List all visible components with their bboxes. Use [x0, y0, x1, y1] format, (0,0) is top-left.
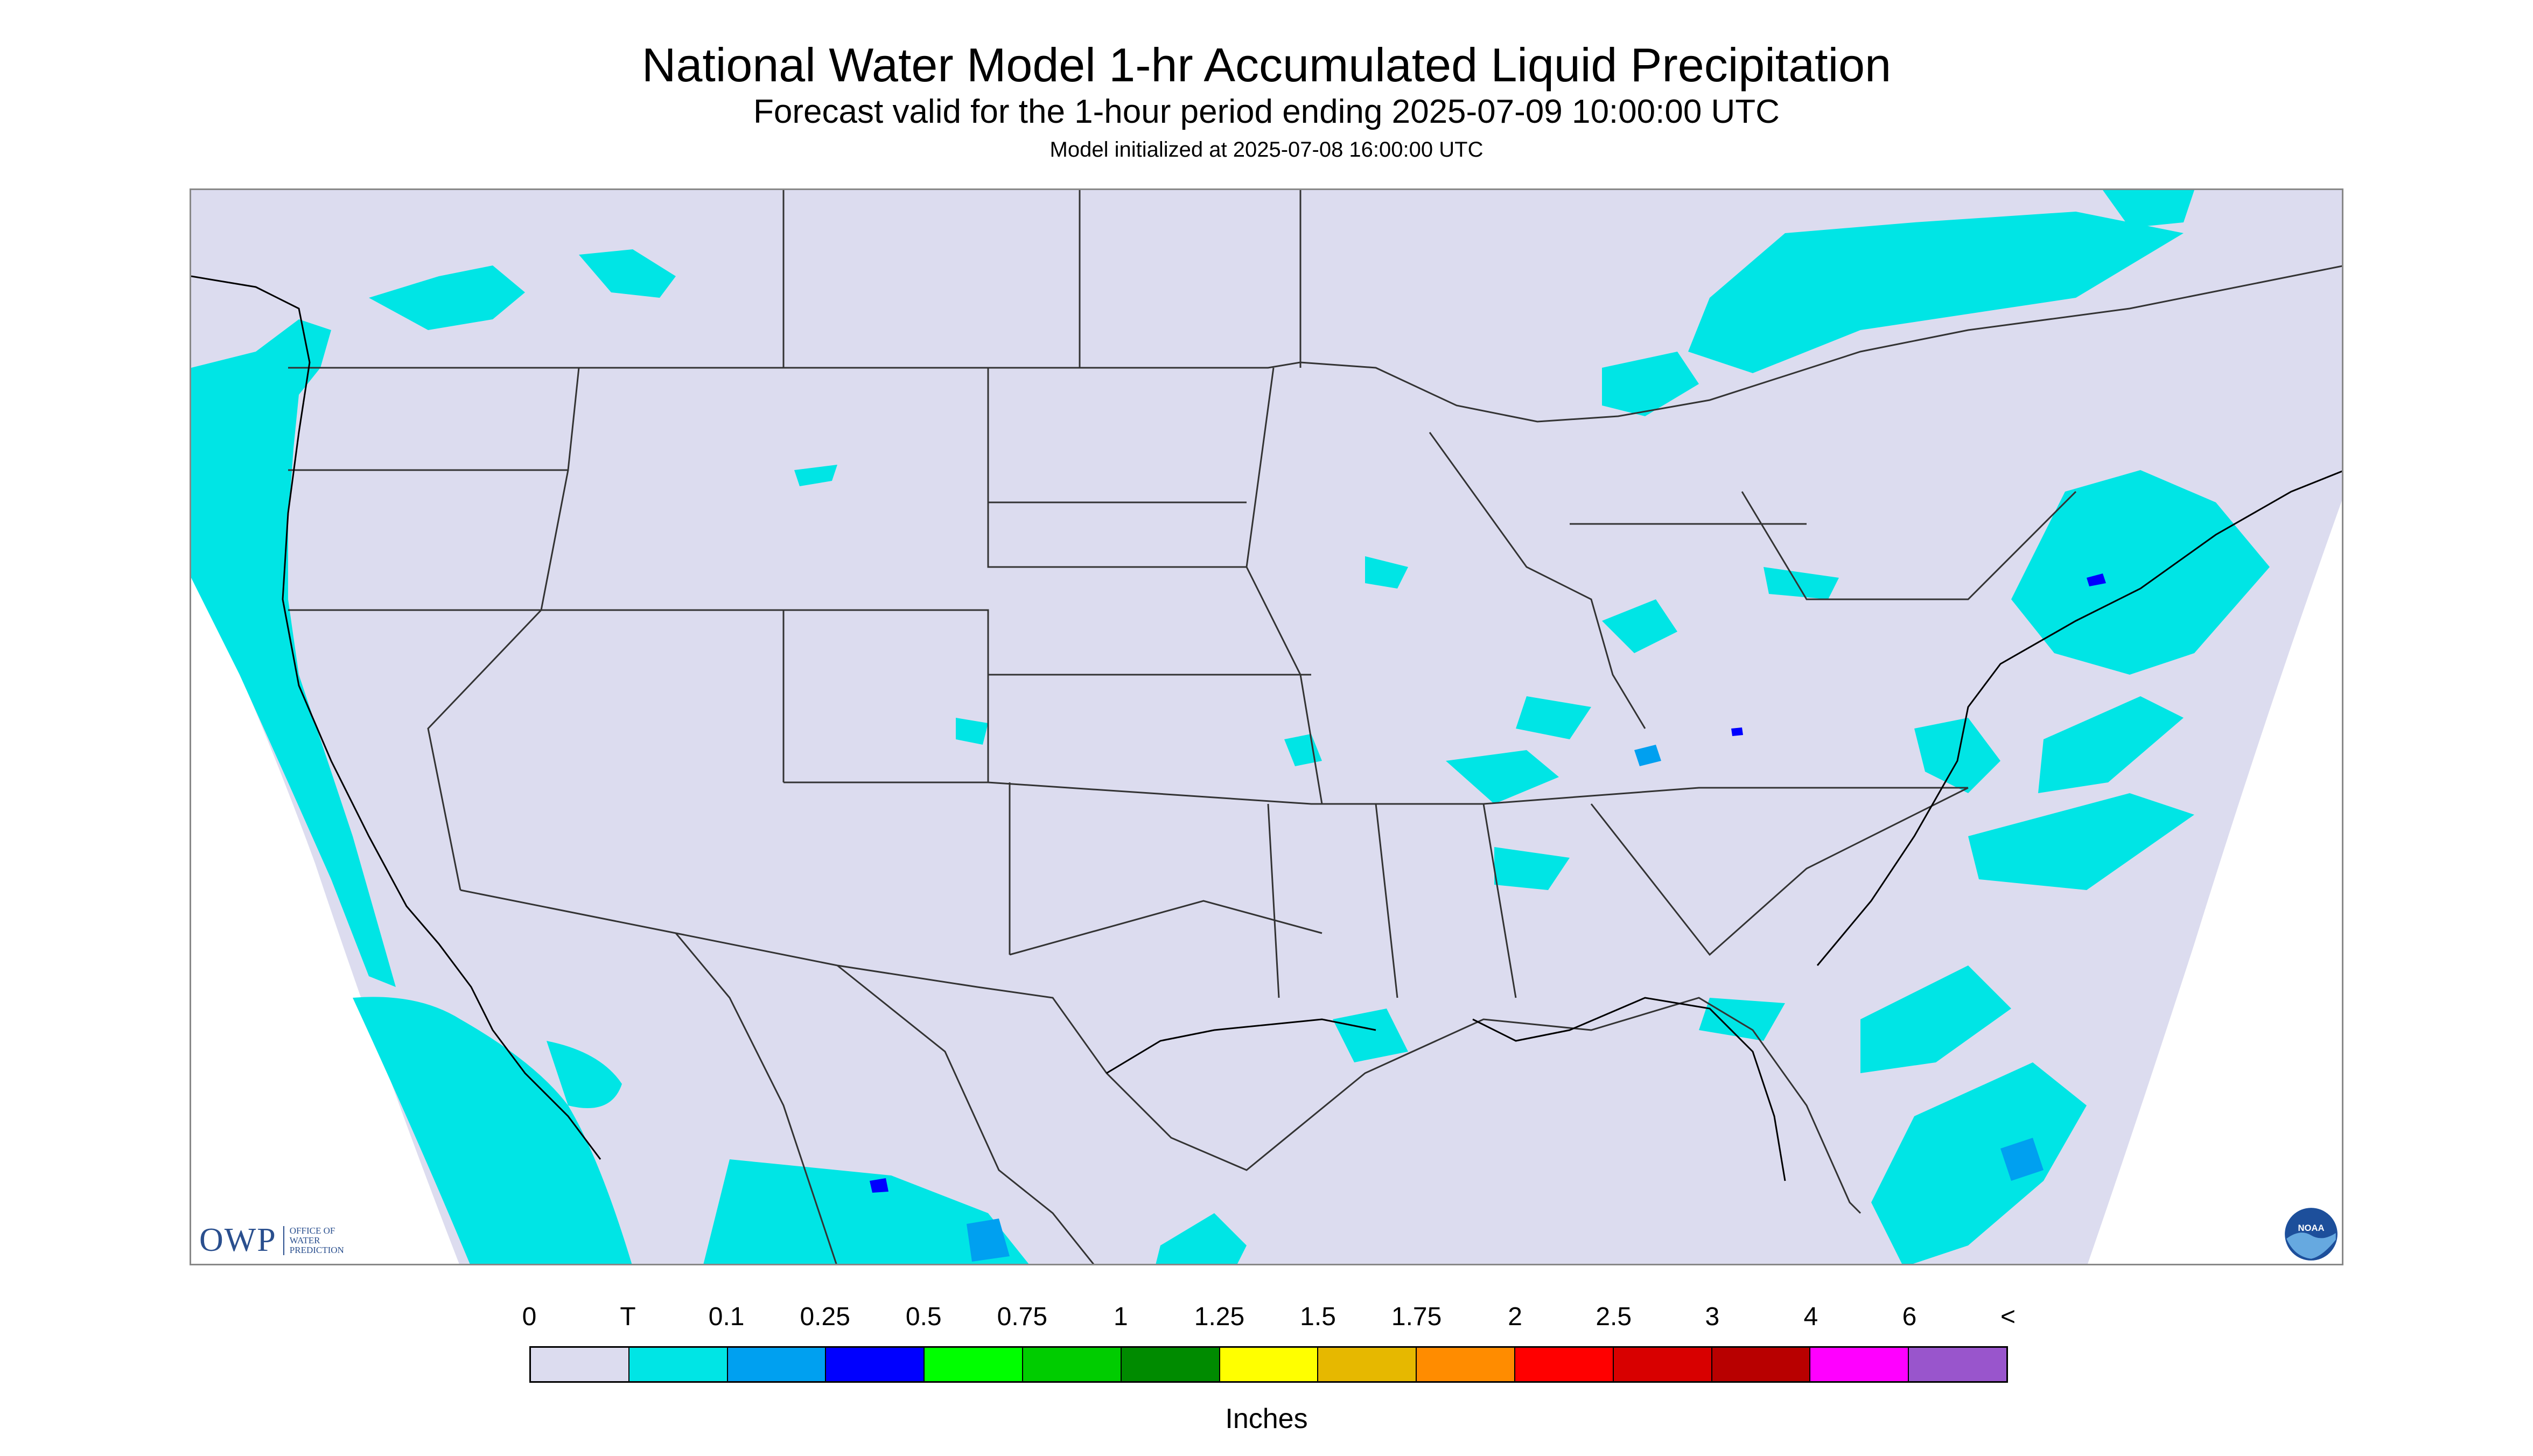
map-title: National Water Model 1-hr Accumulated Li…	[641, 38, 1892, 92]
legend-tick-label: 1	[1114, 1303, 1128, 1331]
legend-tick-label: <	[2000, 1303, 2016, 1331]
map-svg	[191, 190, 2342, 1264]
legend-swatch	[1220, 1348, 1319, 1381]
legend-swatch	[1810, 1348, 1909, 1381]
map-subtitle: Forecast valid for the 1-hour period end…	[753, 93, 1780, 130]
legend-labels: 0 T 0.1 0.25 0.5 0.75 1 1.25 1.5 1.75 2 2.5 3 4 6 <	[522, 1302, 2016, 1334]
legend-tick-label: 1.25	[1194, 1303, 1245, 1331]
model-init-line: Model initialized at 2025-07-08 16:00:00…	[1049, 138, 1484, 162]
legend-tick-label: 6	[1902, 1303, 1917, 1331]
legend-swatch	[1121, 1348, 1220, 1381]
color-legend	[529, 1346, 2008, 1383]
legend-units: Inches	[1225, 1403, 1308, 1434]
legend-swatch	[1909, 1348, 2006, 1381]
legend-swatch	[1613, 1348, 1712, 1381]
noaa-logo-text: NOAA	[2298, 1223, 2325, 1233]
legend-swatch	[1318, 1348, 1417, 1381]
map-domain	[191, 190, 2342, 1264]
moderate-precip-areas	[870, 573, 2106, 1193]
light-precip-areas	[967, 745, 2044, 1262]
legend-tick-label: 0.75	[997, 1303, 1048, 1331]
legend-tick-label: 1.75	[1391, 1303, 1442, 1331]
legend-tick-label: T	[620, 1303, 636, 1331]
legend-swatch	[1417, 1348, 1515, 1381]
legend-tick-label: 0	[522, 1303, 537, 1331]
trace-precip-areas	[191, 190, 2270, 1264]
legend-swatch	[1712, 1348, 1811, 1381]
noaa-logo: NOAA	[2284, 1207, 2339, 1262]
political-borders	[288, 190, 2342, 1264]
legend-swatch	[629, 1348, 728, 1381]
legend-swatch	[925, 1348, 1023, 1381]
legend-tick-label: 2.5	[1596, 1303, 1632, 1331]
legend-tick-label: 0.1	[708, 1303, 745, 1331]
legend-tick-label: 2	[1508, 1303, 1523, 1331]
legend-swatch	[727, 1348, 827, 1381]
legend-tick-label: 1.5	[1300, 1303, 1336, 1331]
legend-swatch	[1023, 1348, 1122, 1381]
coastlines	[191, 275, 2342, 1181]
legend-tick-label: 0.25	[800, 1303, 850, 1331]
legend-swatch	[1515, 1348, 1614, 1381]
owp-logo-subtext: OFFICE OF WATER PREDICTION	[283, 1226, 365, 1255]
legend-tick-label: 0.5	[905, 1303, 942, 1331]
legend-swatch	[531, 1348, 629, 1381]
legend-tick-label: 3	[1705, 1303, 1720, 1331]
legend-tick-label: 4	[1803, 1303, 1818, 1331]
precipitation-map[interactable]	[190, 188, 2343, 1265]
owp-logo: OWP OFFICE OF WATER PREDICTION	[199, 1221, 365, 1259]
legend-swatch	[826, 1348, 925, 1381]
owp-logo-text: OWP	[199, 1222, 277, 1258]
